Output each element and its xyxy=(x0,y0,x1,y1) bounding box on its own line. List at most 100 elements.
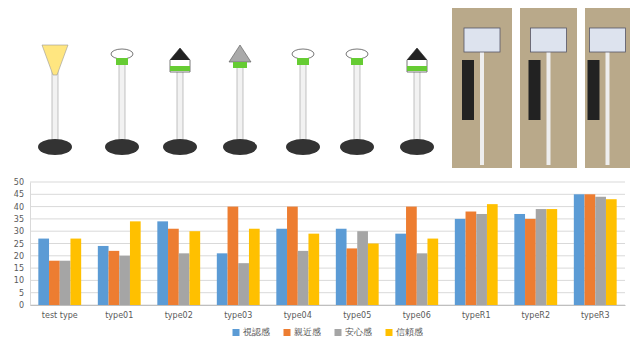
bar xyxy=(595,197,606,305)
lamp-base xyxy=(38,139,72,155)
y-tick: 0 xyxy=(19,301,30,310)
legend-item: 親近感 xyxy=(284,327,321,337)
lamp-roof xyxy=(407,48,427,60)
bar xyxy=(536,209,547,305)
legend-swatch xyxy=(233,329,240,336)
legend-label: 信頼感 xyxy=(396,327,423,337)
y-tick: 15 xyxy=(14,264,30,273)
photo-person xyxy=(529,60,541,120)
bar xyxy=(514,214,525,305)
x-tick: type02 xyxy=(165,305,193,320)
legend-label: 視認感 xyxy=(243,327,270,337)
grid xyxy=(30,182,625,305)
lamp-base xyxy=(286,139,320,155)
grid-line xyxy=(30,182,625,183)
legend-swatch xyxy=(386,329,393,336)
grid-line xyxy=(30,206,625,207)
x-axis: test typetype01type02type03type04type05t… xyxy=(31,305,626,320)
photo-person xyxy=(588,60,600,120)
bar xyxy=(249,229,260,305)
illustrations xyxy=(38,8,630,168)
bar xyxy=(487,204,498,305)
lamp-base xyxy=(340,139,374,155)
photo-person xyxy=(462,60,474,120)
bar xyxy=(417,253,428,305)
lamp-icon xyxy=(105,49,139,155)
photo-lamp xyxy=(531,28,567,52)
photo xyxy=(452,8,512,168)
x-tick-label: typeR3 xyxy=(581,311,610,320)
bar xyxy=(476,214,487,305)
x-tick-label: typeR2 xyxy=(521,311,550,320)
photo xyxy=(520,8,577,168)
bar xyxy=(60,261,71,305)
grid-line xyxy=(30,194,625,195)
x-tick: type01 xyxy=(105,305,133,320)
lamp-light xyxy=(116,58,128,65)
y-tick: 50 xyxy=(14,178,30,187)
bar xyxy=(130,221,141,305)
y-tick-label: 45 xyxy=(14,190,24,199)
y-tick-label: 35 xyxy=(14,215,24,224)
y-tick-label: 20 xyxy=(14,252,24,261)
bar xyxy=(238,263,249,305)
bar xyxy=(368,244,379,306)
legend-item: 視認感 xyxy=(233,327,270,337)
x-tick: type06 xyxy=(403,305,431,320)
legend-swatch xyxy=(335,329,342,336)
bar xyxy=(49,261,60,305)
photo-ground xyxy=(585,8,630,168)
bar xyxy=(276,229,287,305)
photo-ground xyxy=(452,8,512,168)
bar xyxy=(466,212,477,305)
photo xyxy=(585,8,630,168)
bar xyxy=(606,199,617,305)
lamp-pole xyxy=(237,58,243,140)
photo-lamp xyxy=(590,28,626,52)
lamp-base xyxy=(105,139,139,155)
x-tick: typeR1 xyxy=(462,305,491,320)
lamp-head xyxy=(111,49,133,59)
bar xyxy=(525,219,536,305)
y-tick-label: 30 xyxy=(14,227,24,236)
y-tick-label: 25 xyxy=(14,240,24,249)
bar xyxy=(298,251,309,305)
x-axis-line xyxy=(31,305,626,306)
photo-pole xyxy=(547,50,551,165)
bar xyxy=(585,194,596,305)
bar xyxy=(406,207,417,305)
lamp-icon xyxy=(163,48,197,155)
photo-ground xyxy=(520,8,577,168)
lamp-icon xyxy=(38,45,72,155)
y-tick: 10 xyxy=(14,276,30,285)
photo-pole xyxy=(480,50,484,165)
lamp-head xyxy=(346,49,368,59)
x-tick: type03 xyxy=(224,305,252,320)
y-tick: 45 xyxy=(14,190,30,199)
bar xyxy=(179,253,190,305)
y-tick: 25 xyxy=(14,240,30,249)
lamp-head xyxy=(292,49,314,59)
legend-item: 安心感 xyxy=(335,327,372,337)
y-tick: 5 xyxy=(19,289,30,298)
photo-lamp xyxy=(464,28,500,52)
photo-pole xyxy=(606,50,610,165)
bar xyxy=(395,234,406,305)
bar xyxy=(38,239,49,305)
bar xyxy=(109,251,120,305)
bar xyxy=(336,229,347,305)
lamp-base xyxy=(400,139,434,155)
y-tick: 30 xyxy=(14,227,30,236)
y-tick: 40 xyxy=(14,203,30,212)
y-axis-line xyxy=(30,183,31,306)
bar xyxy=(574,194,585,305)
y-tick: 35 xyxy=(14,215,30,224)
y-tick-label: 5 xyxy=(19,289,24,298)
bar xyxy=(157,221,168,305)
lamp-pole xyxy=(354,58,360,140)
canvas: 05101520253035404550test typetype01type0… xyxy=(0,0,633,343)
legend-label: 安心感 xyxy=(345,327,372,337)
bar xyxy=(546,209,557,305)
bar xyxy=(228,207,239,305)
y-tick-label: 10 xyxy=(14,276,24,285)
